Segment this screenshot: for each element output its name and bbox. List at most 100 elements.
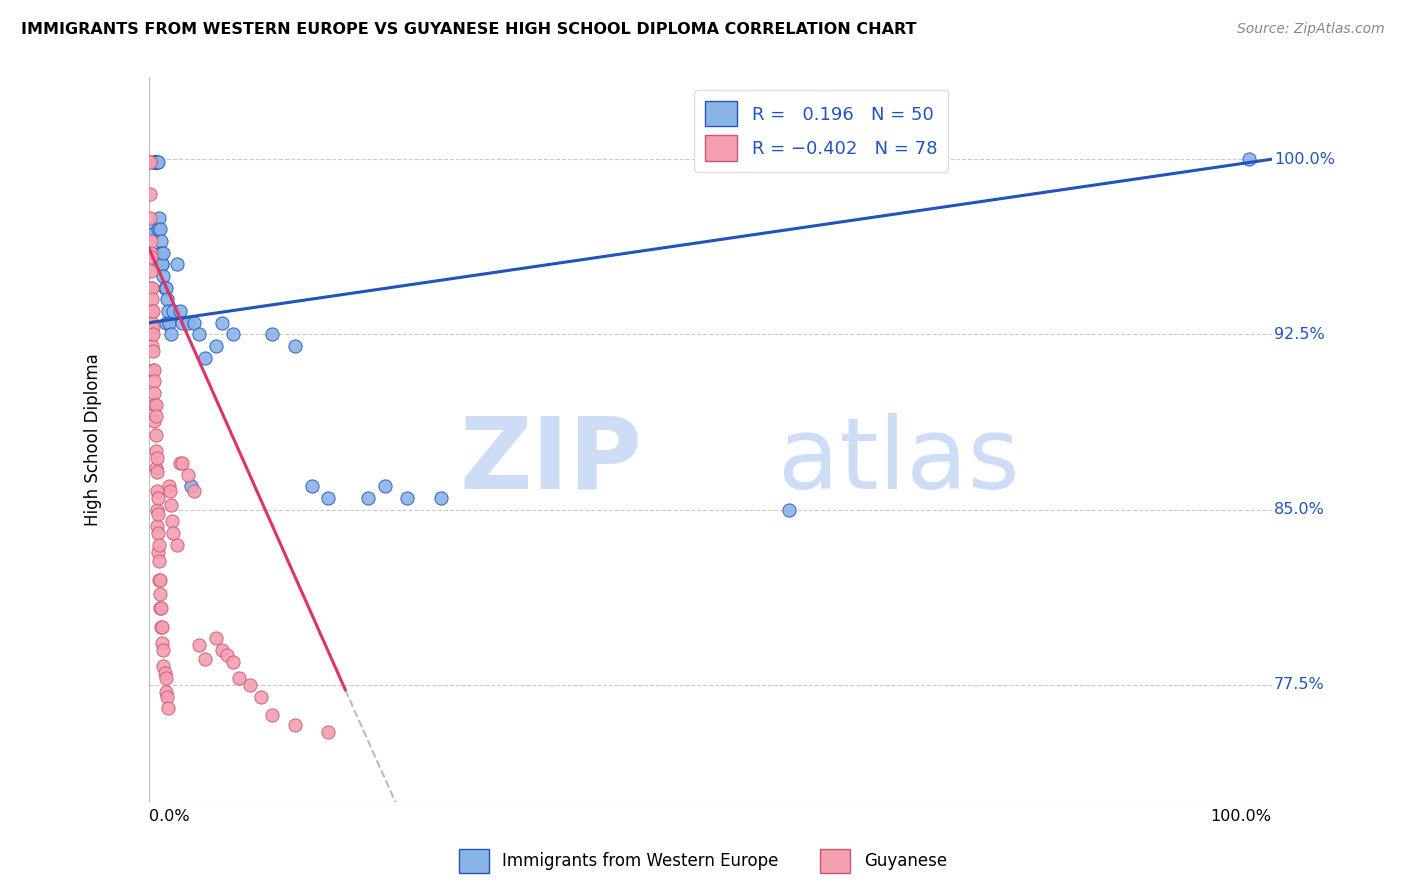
Point bbox=[143, 385, 166, 400]
Point bbox=[139, 245, 162, 260]
Point bbox=[146, 491, 169, 505]
Point bbox=[166, 538, 188, 552]
Point bbox=[156, 690, 179, 704]
Point bbox=[205, 632, 228, 646]
Point bbox=[374, 479, 396, 493]
Text: High School Diploma: High School Diploma bbox=[83, 353, 101, 526]
Point bbox=[157, 316, 180, 330]
Point bbox=[143, 154, 166, 169]
Point bbox=[145, 502, 167, 516]
Point bbox=[357, 491, 380, 505]
Point bbox=[157, 479, 180, 493]
Legend: R =   0.196   N = 50, R = −0.402   N = 78: R = 0.196 N = 50, R = −0.402 N = 78 bbox=[695, 90, 948, 172]
Point bbox=[145, 154, 167, 169]
Point bbox=[145, 428, 167, 442]
Point bbox=[211, 316, 233, 330]
Point bbox=[143, 414, 166, 428]
Point bbox=[149, 573, 172, 587]
Point bbox=[139, 234, 162, 248]
Text: IMMIGRANTS FROM WESTERN EUROPE VS GUYANESE HIGH SCHOOL DIPLOMA CORRELATION CHART: IMMIGRANTS FROM WESTERN EUROPE VS GUYANE… bbox=[21, 22, 917, 37]
Point bbox=[239, 678, 262, 692]
Point bbox=[429, 491, 451, 505]
Point bbox=[318, 491, 340, 505]
Point bbox=[250, 690, 273, 704]
Point bbox=[262, 708, 284, 723]
Point bbox=[145, 398, 167, 412]
Point bbox=[155, 316, 177, 330]
Point bbox=[778, 502, 800, 516]
Point bbox=[172, 316, 194, 330]
Point bbox=[145, 154, 167, 169]
Point bbox=[150, 257, 173, 271]
Point bbox=[150, 636, 173, 650]
Point bbox=[149, 245, 172, 260]
Point bbox=[145, 483, 167, 498]
Point bbox=[139, 251, 162, 265]
Point bbox=[169, 304, 191, 318]
Point bbox=[159, 483, 181, 498]
Point bbox=[142, 304, 165, 318]
Point bbox=[150, 619, 173, 633]
Point bbox=[145, 519, 167, 533]
Point bbox=[142, 362, 165, 376]
Point bbox=[150, 257, 173, 271]
Point bbox=[228, 671, 250, 685]
Point bbox=[148, 211, 170, 225]
Point bbox=[146, 508, 169, 522]
Point bbox=[146, 222, 169, 236]
Point bbox=[222, 327, 245, 342]
Legend: Immigrants from Western Europe, Guyanese: Immigrants from Western Europe, Guyanese bbox=[453, 842, 953, 880]
Point bbox=[194, 652, 217, 666]
Text: ZIP: ZIP bbox=[460, 413, 643, 510]
Point bbox=[262, 327, 284, 342]
Point bbox=[149, 600, 172, 615]
Point bbox=[142, 227, 165, 241]
Point bbox=[149, 587, 172, 601]
Point bbox=[160, 327, 183, 342]
Point bbox=[162, 515, 184, 529]
Point bbox=[139, 154, 162, 169]
Point bbox=[139, 187, 162, 202]
Point bbox=[143, 362, 166, 376]
Point bbox=[145, 451, 167, 466]
Point bbox=[145, 466, 167, 480]
Point bbox=[183, 483, 205, 498]
Point bbox=[143, 374, 166, 388]
Point bbox=[143, 154, 166, 169]
Point bbox=[156, 304, 179, 318]
Point bbox=[146, 154, 169, 169]
Point bbox=[141, 222, 163, 236]
Point bbox=[155, 685, 177, 699]
Point bbox=[160, 498, 183, 512]
Point bbox=[145, 444, 167, 458]
Point bbox=[142, 327, 165, 342]
Point bbox=[155, 281, 177, 295]
Point bbox=[153, 666, 176, 681]
Point bbox=[145, 460, 167, 475]
Point bbox=[150, 245, 173, 260]
Point bbox=[166, 257, 188, 271]
Point bbox=[143, 398, 166, 412]
Point bbox=[152, 268, 174, 283]
Point bbox=[145, 154, 167, 169]
Point bbox=[145, 409, 167, 424]
Point bbox=[150, 600, 173, 615]
Point bbox=[301, 479, 323, 493]
Point bbox=[183, 316, 205, 330]
Point bbox=[177, 316, 200, 330]
Point bbox=[162, 304, 184, 318]
Point bbox=[318, 724, 340, 739]
Text: 0.0%: 0.0% bbox=[149, 809, 190, 824]
Point bbox=[142, 343, 165, 358]
Point bbox=[139, 281, 162, 295]
Text: atlas: atlas bbox=[778, 413, 1019, 510]
Point bbox=[395, 491, 418, 505]
Point bbox=[148, 538, 170, 552]
Point bbox=[180, 479, 202, 493]
Point bbox=[139, 154, 162, 169]
Point bbox=[149, 222, 172, 236]
Point bbox=[188, 638, 211, 652]
Point bbox=[146, 545, 169, 559]
Point bbox=[139, 211, 162, 225]
Point bbox=[148, 257, 170, 271]
